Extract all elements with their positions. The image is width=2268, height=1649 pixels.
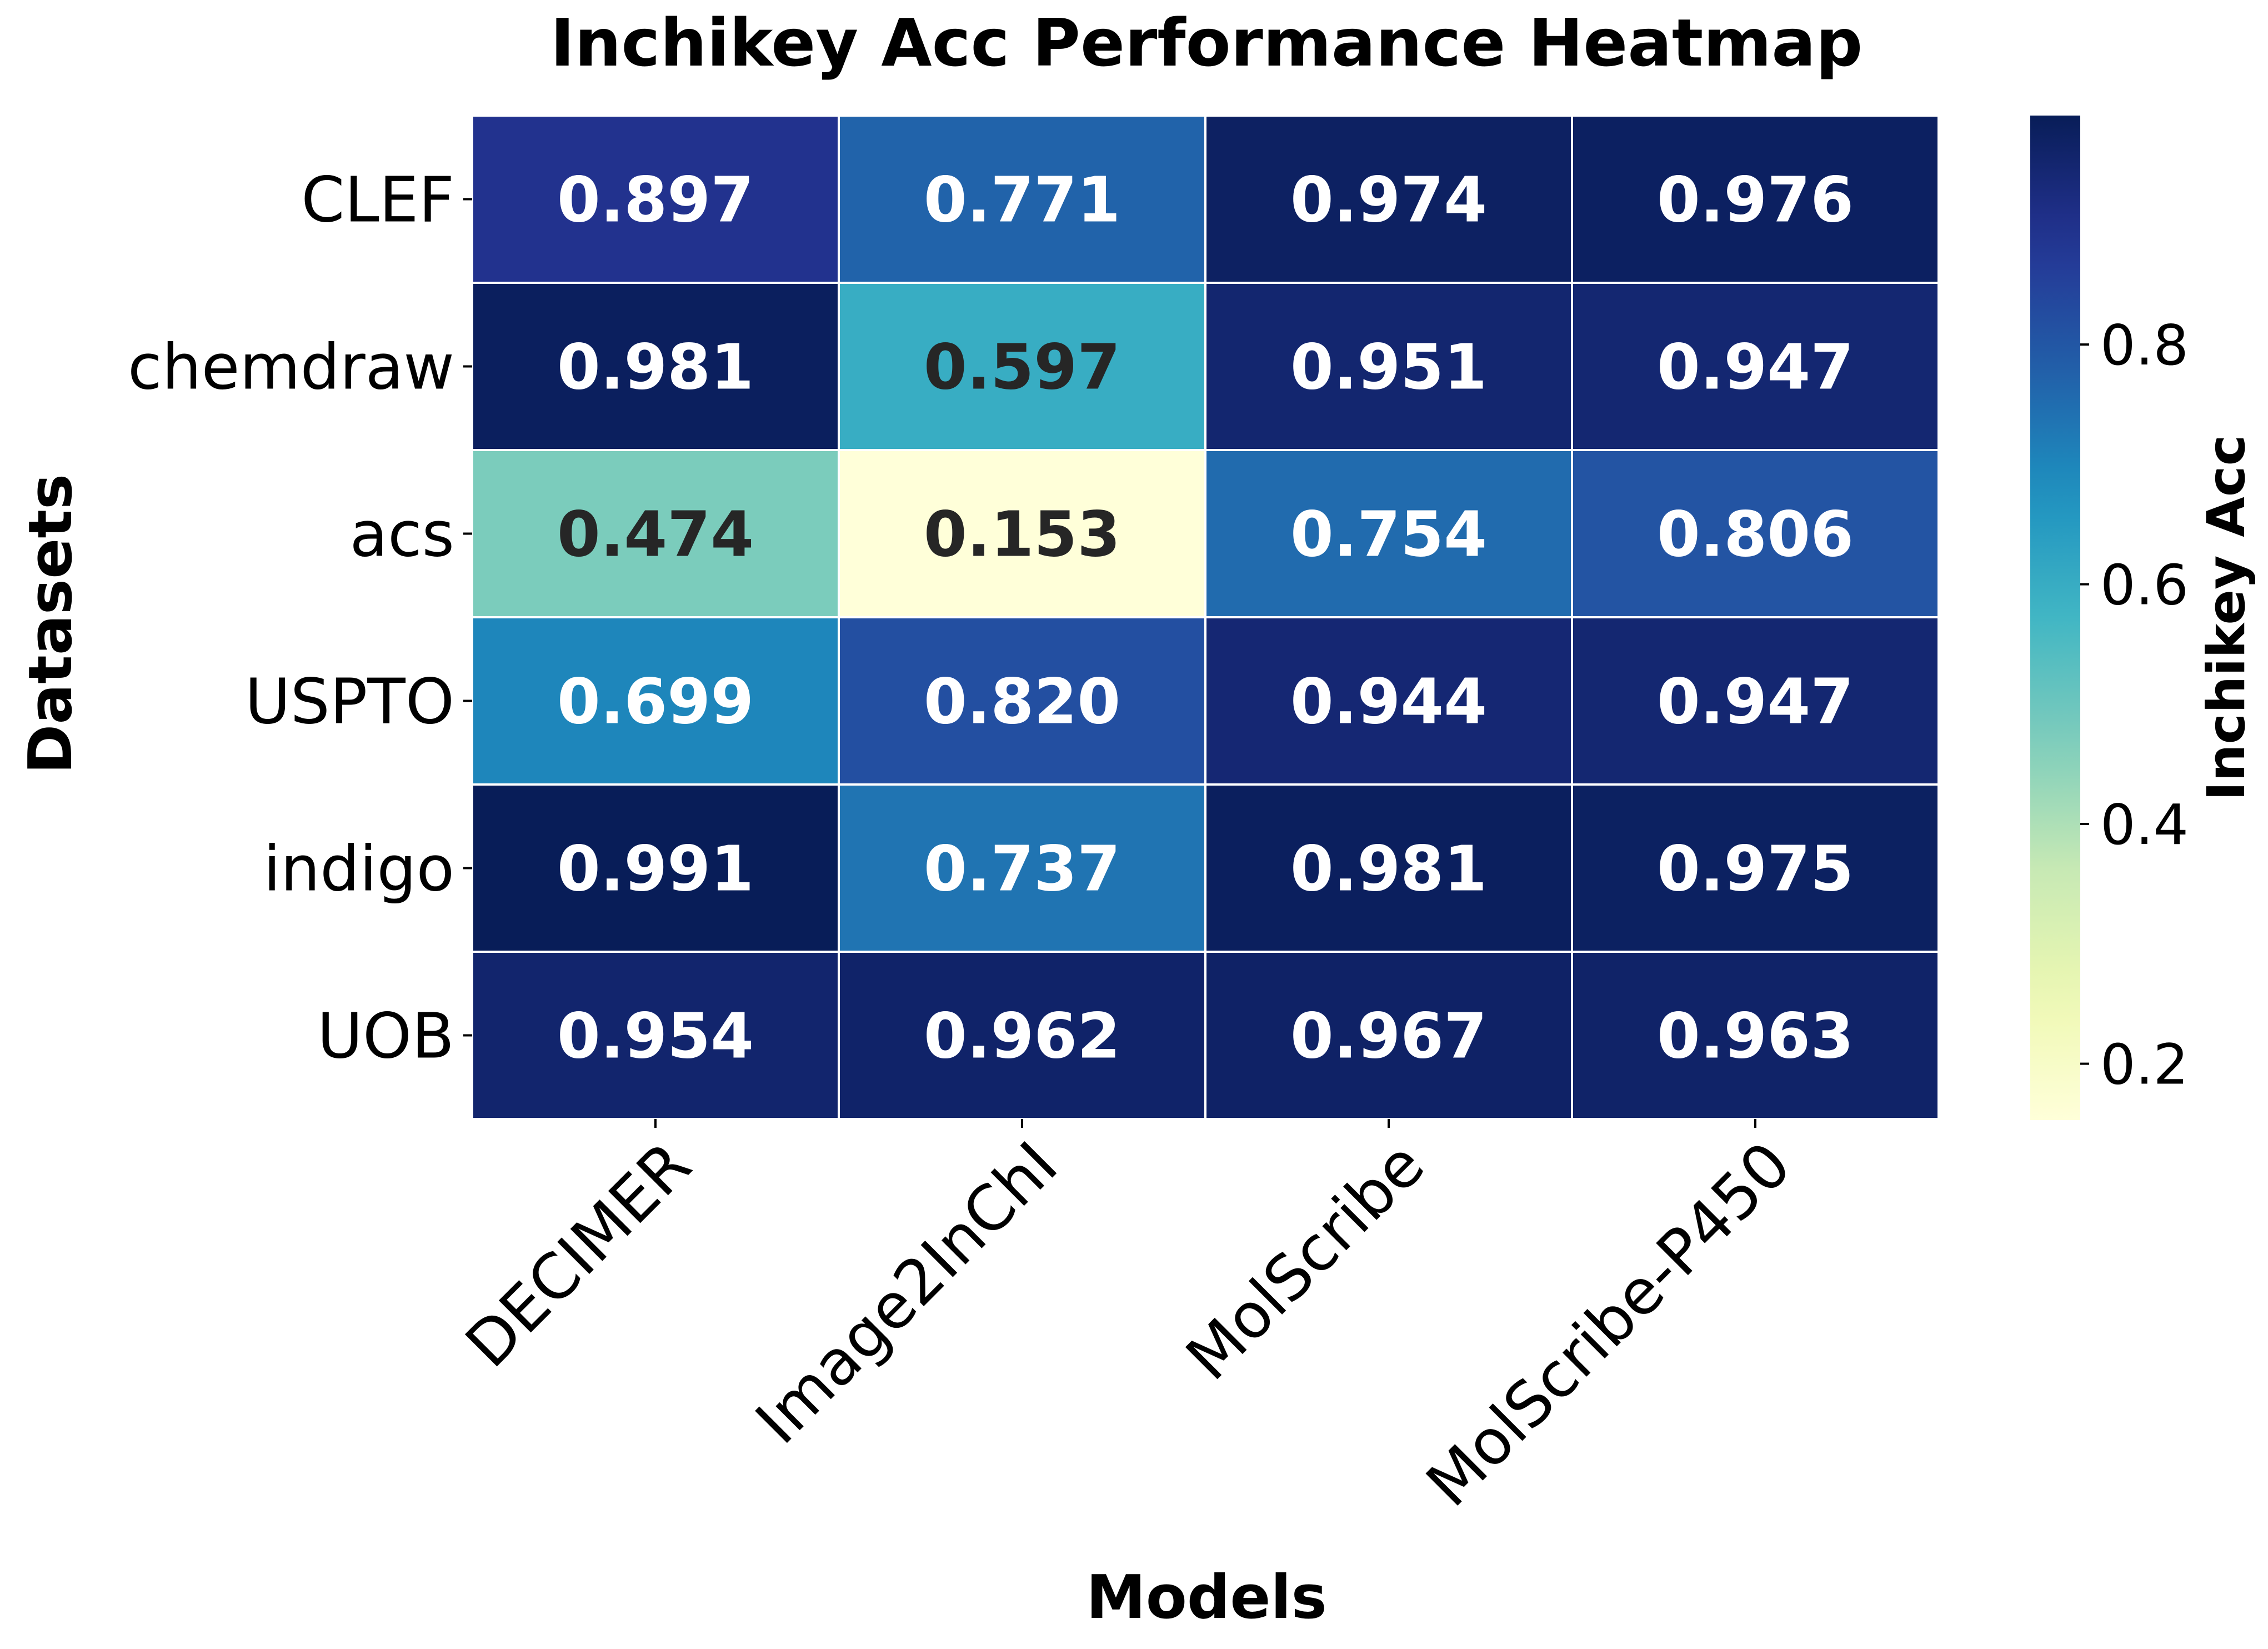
heatmap-cell xyxy=(838,282,1206,451)
heatmap-cell xyxy=(838,449,1206,618)
heatmap-cell xyxy=(1571,449,1940,618)
cell-value-label: 0.975 xyxy=(1657,833,1854,906)
heatmap-cell xyxy=(1571,951,1940,1120)
heatmap-cell xyxy=(471,282,840,451)
heatmap-cell xyxy=(1204,616,1573,786)
cell-value-label: 0.954 xyxy=(557,1001,754,1073)
cell-value-label: 0.947 xyxy=(1657,666,1854,738)
cell-value-label: 0.699 xyxy=(557,666,754,738)
cell-value-label: 0.897 xyxy=(557,164,754,237)
heatmap-cell xyxy=(471,114,840,284)
heatmap-cell-labels: 0.897 0.771 0.974 0.976 0.981 0.597 0.951 0.947… xyxy=(557,164,1854,1073)
cell-value-label: 0.597 xyxy=(924,332,1120,404)
cell-value-label: 0.951 xyxy=(1290,332,1487,404)
cell-value-label: 0.967 xyxy=(1290,1001,1487,1073)
heatmap-cell xyxy=(838,951,1206,1120)
cell-value-label: 0.806 xyxy=(1657,499,1854,571)
chart-title: Inchikey Acc Performance Heatmap xyxy=(550,4,1863,81)
heatmap-cell xyxy=(1204,951,1573,1120)
heatmap-cell xyxy=(1571,783,1940,953)
x-tick-label: Image2InChI xyxy=(742,1128,1072,1458)
heatmap-cell xyxy=(1204,114,1573,284)
cell-value-label: 0.754 xyxy=(1290,499,1487,571)
cell-value-label: 0.976 xyxy=(1657,164,1854,237)
x-tick-label: DECIMER xyxy=(452,1128,705,1381)
heatmap-cell xyxy=(471,951,840,1120)
heatmap-cells xyxy=(471,114,1940,1120)
colorbar-tick-label: 0.2 xyxy=(2100,1032,2189,1097)
x-tick-label: MolScribe xyxy=(1173,1128,1438,1394)
cell-value-label: 0.981 xyxy=(557,332,754,404)
colorbar-label: Inchikey Acc xyxy=(2196,435,2257,801)
y-tick-label: chemdraw xyxy=(128,332,454,404)
cell-value-label: 0.771 xyxy=(924,164,1120,237)
cell-value-label: 0.820 xyxy=(924,666,1120,738)
y-axis-ticks: CLEF chemdraw acs USPTO indigo UOB xyxy=(128,164,472,1073)
heatmap-cell xyxy=(1204,783,1573,953)
heatmap-cell xyxy=(1571,114,1940,284)
x-axis-label: Models xyxy=(1086,1563,1327,1632)
cell-value-label: 0.474 xyxy=(557,499,754,571)
y-tick-label: CLEF xyxy=(301,164,454,237)
y-tick-label: acs xyxy=(349,499,454,571)
cell-value-label: 0.991 xyxy=(557,833,754,906)
heatmap-cell xyxy=(1571,282,1940,451)
x-axis-ticks: DECIMER Image2InChI MolScribeMolScribe-P45… xyxy=(452,1119,1805,1521)
y-axis-label: Datasets xyxy=(16,474,86,774)
cell-value-label: 0.944 xyxy=(1290,666,1487,738)
cell-value-label: 0.947 xyxy=(1657,332,1854,404)
heatmap-cell xyxy=(838,783,1206,953)
cell-value-label: 0.962 xyxy=(924,1001,1120,1073)
y-tick-label: indigo xyxy=(263,833,454,906)
x-tick-label: MolScribe-P450 xyxy=(1413,1128,1805,1521)
colorbar-tick-label: 0.8 xyxy=(2100,313,2189,378)
heatmap-cell xyxy=(1571,616,1940,786)
heatmap-cell xyxy=(471,616,840,786)
heatmap-cell xyxy=(838,114,1206,284)
colorbar-tick-label: 0.4 xyxy=(2100,792,2189,857)
y-tick-label: UOB xyxy=(317,1001,454,1073)
y-tick-label: USPTO xyxy=(245,666,454,738)
colorbar-tick-label: 0.6 xyxy=(2100,553,2189,618)
cell-value-label: 0.153 xyxy=(924,499,1120,571)
heatmap-cell xyxy=(471,783,840,953)
cell-value-label: 0.737 xyxy=(924,833,1120,906)
colorbar xyxy=(2030,116,2080,1120)
heatmap-cell xyxy=(838,616,1206,786)
cell-value-label: 0.981 xyxy=(1290,833,1487,906)
colorbar-ticks: 0.2 0.4 0.6 0.8 xyxy=(2080,313,2189,1097)
cell-value-label: 0.963 xyxy=(1657,1001,1854,1073)
cell-value-label: 0.974 xyxy=(1290,164,1487,237)
